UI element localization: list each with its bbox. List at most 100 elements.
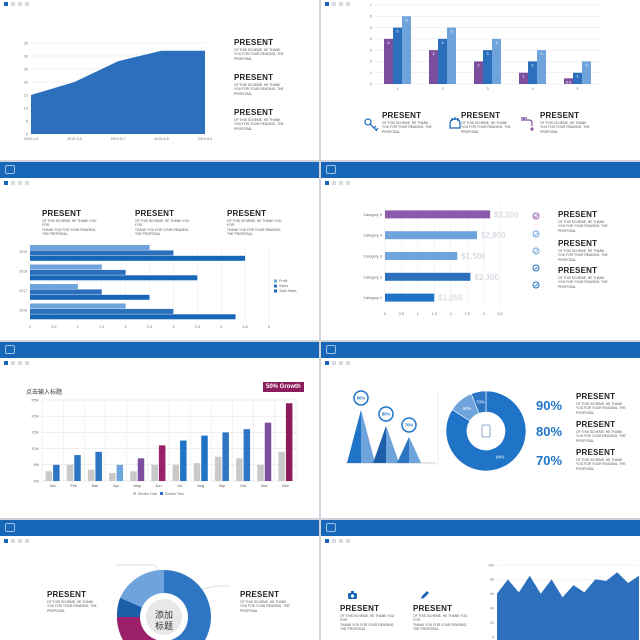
growth-badge: 50% Growth <box>263 382 304 392</box>
y-tick-label: 30 <box>24 54 28 58</box>
ring-chart: 添加 标题 <box>116 564 230 640</box>
present-title: PRESENT <box>135 209 175 218</box>
bar-value-label: $3,200 <box>494 210 519 219</box>
donut-segment <box>445 390 527 472</box>
slide-header-bar <box>321 342 640 358</box>
y-tick-label: 5 <box>370 26 372 30</box>
logo-icon <box>326 345 336 354</box>
x-tick-label: Jul <box>177 484 182 488</box>
present-title: PRESENT <box>558 239 598 248</box>
hbar <box>30 294 150 300</box>
present-text: OF THIS SCHEME, HE THANK YOU FOR YOUR REA… <box>234 48 284 61</box>
y-tick-label: 6 <box>370 15 372 19</box>
present-block: PRESENT OF THIS SCHEME, HE THANK YOU FOR … <box>558 266 610 289</box>
bar-data-label: 3 <box>432 51 435 56</box>
y-tick-label: 2 <box>370 60 372 64</box>
x-tick-label: Mar <box>92 484 99 488</box>
present-title: PRESENT <box>42 209 82 218</box>
check-mark <box>534 283 539 287</box>
x-tick-label: 1.5 <box>432 312 437 316</box>
category-label: Category 3 <box>363 255 382 259</box>
present-text: OF THIS SCHEME, HE THANK YOU FOR YOUR REA… <box>234 118 284 131</box>
y-tick-label: 20% <box>31 415 39 419</box>
slide-monthly-growth[interactable]: 点击输入标题 50% Growth 0% 5% 10% 15% 20% 25% Jan Feb… <box>0 342 319 518</box>
slide-triangles-donut[interactable]: 90% 80% 70% 84% 90% 70% 90% 80% 70% PRESENT O… <box>321 342 640 518</box>
y-tick-label: 0 <box>370 82 372 86</box>
area-chart: 0 5 10 15 20 25 30 35 2019-1-5 2019-3-6 2019-5-7 20… <box>24 41 212 141</box>
x-tick-label: 2.5 <box>147 325 152 329</box>
x-tick-label: 0.5 <box>399 312 404 316</box>
category-label: Category 5 <box>363 213 382 217</box>
column-bar <box>474 61 483 84</box>
slide2-icons <box>364 117 534 132</box>
triangle-pin <box>378 406 394 422</box>
slide-nav-dots <box>4 361 29 365</box>
x-tick-label: 3 <box>172 325 174 329</box>
grouped-bar-chart: 0 0.5 1 1.5 2 2.5 3 3.5 4 4.5 5 2019 2018 2017 2016 Pro… <box>19 244 297 329</box>
x-tick-label: 5 <box>576 87 578 91</box>
y-tick-label: 10% <box>31 447 39 451</box>
slide-ring-chart[interactable]: 添加 标题 PRESENT OF THIS SCHEME, HE THANK YO… <box>0 520 319 640</box>
slide-header-bar <box>321 162 640 178</box>
x-tick-label: 2 <box>450 312 452 316</box>
present-text: OF THIS SCHEME, HE THANK YOU FOR YOUR REA… <box>558 249 608 262</box>
present-text: OF THIS SCHEME, HE THANK YOU FOR YOUR REA… <box>47 600 97 613</box>
bar-series-two <box>264 422 272 481</box>
bar-series-one <box>45 471 53 481</box>
x-tick-label: 2019-6-8 <box>154 137 168 141</box>
bar-data-label: 6 <box>405 17 408 22</box>
column-bar <box>402 16 411 85</box>
y-tick-label: 60 <box>490 592 494 596</box>
legend-swatch <box>274 284 277 288</box>
category-label: Category 4 <box>363 234 382 238</box>
check-icon <box>532 281 540 289</box>
faucet-icon <box>521 117 534 131</box>
x-tick-label: 0 <box>29 325 31 329</box>
column-bar <box>492 38 501 84</box>
slide-column-chart[interactable]: 0 1 2 3 4 5 6 7 4 5 6 1 3 4 5 2 2 3 4 3 1 2 3 4 0.5 1 2 5 PRESENT O… <box>321 0 640 160</box>
slide-area-chart[interactable]: 0 5 10 15 20 25 30 35 2019-1-5 2019-3-6 2019-5-7 20… <box>0 0 319 160</box>
hand-icon <box>449 117 461 129</box>
slide-zigzag-area[interactable]: PRESENT OF THIS SCHEME, HE THANK YOU FOR… <box>321 520 640 640</box>
column-bar <box>573 72 582 84</box>
present-title: PRESENT <box>461 111 501 120</box>
hbar <box>30 250 174 256</box>
slide-header-bar <box>0 162 319 178</box>
present-block: PRESENT OF THIS SCHEME, HE THANK YOU FOR … <box>576 420 628 443</box>
check-mark <box>534 232 539 236</box>
bar-value-label: $2,300 <box>474 273 499 282</box>
hbar <box>30 245 150 250</box>
present-block: PRESENT OF THIS SCHEME, HE THANK YOU FOR … <box>382 111 434 134</box>
area-series <box>31 50 205 134</box>
bar-data-label: 5 <box>450 29 453 34</box>
hbar <box>30 264 102 270</box>
x-tick-label: 4.5 <box>242 325 247 329</box>
check-mark <box>534 214 539 218</box>
check-mark <box>534 249 539 253</box>
y-tick-label: 3 <box>370 48 372 52</box>
check-icon <box>532 247 540 255</box>
bar-data-label: 4 <box>495 40 498 45</box>
x-tick-label: Sep <box>219 484 226 488</box>
logo-icon <box>326 165 336 174</box>
present-text: OF THIS SCHEME, HE THANK YOU FOR THANK YO… <box>135 219 190 237</box>
x-tick-label: 1 <box>396 87 398 91</box>
category-bar <box>385 293 435 302</box>
slide-nav-dots <box>4 2 29 6</box>
ring-leader-line <box>199 585 230 591</box>
zigzag-area-chart: 0 20 40 60 80 100 <box>488 563 639 640</box>
percent-value: 80% <box>536 424 563 439</box>
slide-header-bar <box>0 520 319 536</box>
hbar <box>30 308 174 314</box>
slide-horizontal-grouped-bars[interactable]: PRESENT OF THIS SCHEME, HE THANK YOU FOR… <box>0 162 319 340</box>
triangle-shade <box>409 437 421 463</box>
slide-category-bars[interactable]: 0 0.5 1 1.5 2 2.5 3 3.5 Category 5 $3,200 Category… <box>321 162 640 340</box>
present-title: PRESENT <box>234 108 274 117</box>
legend-label: Total Sales <box>279 289 297 293</box>
hbar <box>30 255 246 261</box>
present-block: PRESENT OF THIS SCHEME, HE THANK YOU FOR … <box>540 111 592 134</box>
check-icon <box>532 230 540 238</box>
logo-icon <box>5 345 15 354</box>
y-tick-label: 35 <box>24 41 28 45</box>
bar-data-label: 3 <box>540 51 543 56</box>
